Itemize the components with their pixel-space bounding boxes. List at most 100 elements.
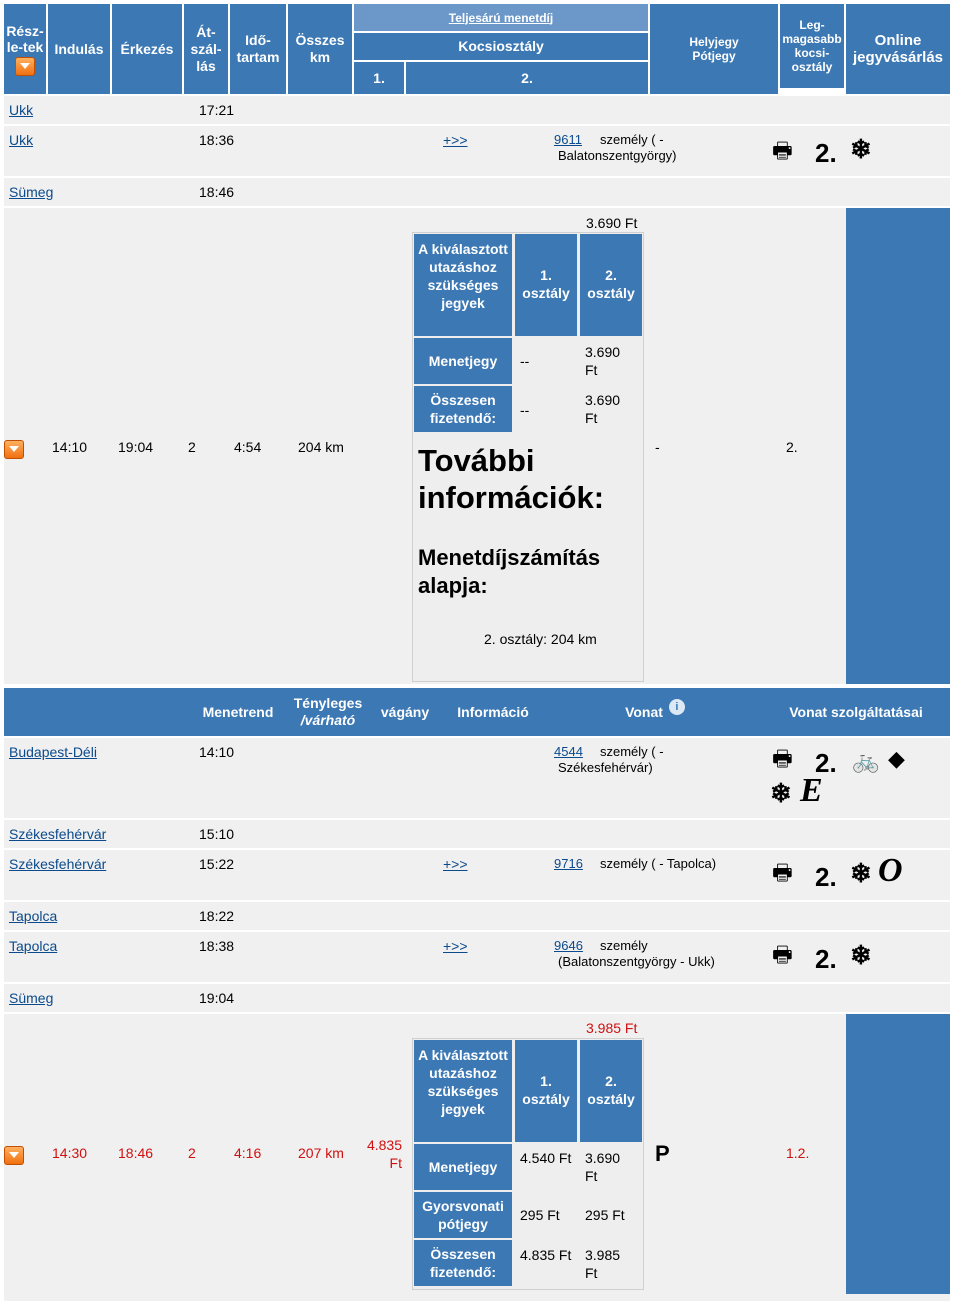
station-link[interactable]: Ukk xyxy=(9,102,34,118)
station-link[interactable]: Sümeg xyxy=(9,990,54,1006)
stop-time: 19:04 xyxy=(199,990,235,1006)
train-number-link[interactable]: 9611 xyxy=(554,132,582,147)
stop-time: 18:36 xyxy=(199,132,235,148)
stop-row: Sümeg 19:04 xyxy=(4,984,950,1012)
stop-row: Székesfehérvár 15:22 +>> 9716 személy ( … xyxy=(4,850,950,900)
bicycle-icon: 🚲 xyxy=(852,748,880,773)
train-desc: személy ( - xyxy=(600,744,664,759)
trip-transfers: 2 xyxy=(188,1145,196,1161)
snowflake-icon: ❄ xyxy=(770,778,792,808)
trip-arrival: 18:46 xyxy=(118,1145,154,1161)
total-class1: 4.835 Ft xyxy=(520,1247,572,1263)
second-class-icon: 2. xyxy=(815,944,837,974)
departure-header: Indulás xyxy=(48,4,110,94)
ticket-class1: 4.540 Ft xyxy=(520,1150,572,1166)
ticket-class2: 3.690 Ft xyxy=(585,1150,621,1184)
train-desc-2: (Balatonszentgyörgy - Ukk) xyxy=(558,954,715,969)
snowflake-icon: ❄ xyxy=(850,134,872,164)
full-fare-header[interactable]: Teljesárú menetdíj xyxy=(354,4,648,31)
actual-label: Tényleges xyxy=(293,695,363,711)
info-header: Információ xyxy=(438,688,548,736)
station-link[interactable]: Székesfehérvár xyxy=(9,826,107,842)
train-number-link[interactable]: 4544 xyxy=(554,744,583,759)
ticket-label: Menetjegy xyxy=(414,1144,512,1190)
highest-class: 2. xyxy=(786,439,798,455)
printer-icon: 🖶 xyxy=(772,138,793,163)
ticket-header: A kiválasztott utazáshoz szükséges jegye… xyxy=(414,1040,512,1142)
details-header-label: Rész-le-tek xyxy=(6,22,44,55)
details-header: Rész-le-tek xyxy=(4,4,46,94)
expand-icon[interactable] xyxy=(4,440,24,459)
more-link[interactable]: +>> xyxy=(443,938,468,954)
supplement-class1: 295 Ft xyxy=(520,1207,560,1223)
trip-arrival: 19:04 xyxy=(118,439,154,455)
printer-icon: 🖶 xyxy=(772,746,793,771)
trip-km: 207 km xyxy=(298,1145,344,1161)
train-desc: személy ( - xyxy=(600,132,664,147)
expand-icon[interactable] xyxy=(4,1146,24,1165)
stop-row: Sümeg 18:46 xyxy=(4,178,950,206)
trip-km: 204 km xyxy=(298,439,344,455)
platform-header: vágány xyxy=(374,688,436,736)
station-link[interactable]: Sümeg xyxy=(9,184,54,200)
train-header: Vonat i xyxy=(550,688,760,736)
ticket-class1: -- xyxy=(520,353,530,369)
stop-row: Ukk 18:36 +>> 9611 személy ( - Balatonsz… xyxy=(4,126,950,176)
station-link[interactable]: Tapolca xyxy=(9,908,58,924)
highest-class-header: Leg-magasabb kocsi-osztály xyxy=(780,4,844,88)
expand-all-icon[interactable] xyxy=(15,56,35,76)
class2-header: 2. xyxy=(406,62,648,94)
more-link[interactable]: +>> xyxy=(443,132,468,148)
stop-time: 18:22 xyxy=(199,908,235,924)
train-desc: személy ( - Tapolca) xyxy=(600,856,717,871)
station-link[interactable]: Tapolca xyxy=(9,938,58,954)
stop-time: 14:10 xyxy=(199,744,235,760)
fare-basis-value: 2. osztály: 204 km xyxy=(484,631,597,647)
seat-ticket-header: Helyjegy Pótjegy xyxy=(650,4,778,94)
second-class-icon: 2. xyxy=(815,748,837,778)
station-link[interactable]: Budapest-Déli xyxy=(9,744,97,760)
class2-column: 2. osztály xyxy=(580,234,642,336)
total-label: Összesen fizetendő: xyxy=(414,386,512,432)
trip-departure: 14:10 xyxy=(52,439,88,455)
online-purchase-cell[interactable] xyxy=(846,1014,950,1294)
highest-class: 1.2. xyxy=(786,1145,810,1161)
stop-row: Ukk 17:21 xyxy=(4,96,950,124)
e-icon: E xyxy=(800,772,823,809)
supplement-label: Gyorsvonati pótjegy xyxy=(414,1192,512,1238)
total-km-header: Összes km xyxy=(288,4,352,94)
stop-time: 18:38 xyxy=(199,938,235,954)
printer-icon: 🖶 xyxy=(772,942,793,967)
station-link[interactable]: Ukk xyxy=(9,132,34,148)
total-label: Összesen fizetendő: xyxy=(414,1240,512,1286)
train-number-link[interactable]: 9716 xyxy=(554,856,583,871)
station-link[interactable]: Székesfehérvár xyxy=(9,856,107,872)
supplement-class2: 295 Ft xyxy=(585,1207,625,1223)
o-icon: O xyxy=(878,852,903,889)
more-link[interactable]: +>> xyxy=(443,856,468,872)
stop-time: 17:21 xyxy=(199,102,235,118)
trip-duration: 4:16 xyxy=(234,1145,262,1161)
total-class1: -- xyxy=(520,402,530,418)
expected-label: /várható xyxy=(300,712,356,728)
train-header-label: Vonat xyxy=(625,703,663,720)
info-icon[interactable]: i xyxy=(668,699,685,715)
trip-departure: 14:30 xyxy=(52,1145,88,1161)
car-class-header: Kocsiosztály xyxy=(354,33,648,60)
snowflake-icon: ❄ xyxy=(850,858,872,888)
stop-row: Budapest-Déli 14:10 4544 személy ( - Szé… xyxy=(4,738,950,818)
trip-transfers: 2 xyxy=(188,439,196,455)
stop-row: Tapolca 18:38 +>> 9646 személy (Balatons… xyxy=(4,932,950,982)
ticket-label: Menetjegy xyxy=(414,338,512,384)
class2-column: 2. osztály xyxy=(580,1040,642,1142)
actual-header: Tényleges /várható xyxy=(284,688,372,736)
class1-column: 1. osztály xyxy=(515,234,577,336)
seat-ticket: P xyxy=(655,1141,670,1166)
trip-duration: 4:54 xyxy=(234,439,262,455)
train-number-link[interactable]: 9646 xyxy=(554,938,583,953)
seat-ticket: - xyxy=(655,439,660,455)
online-purchase-cell[interactable] xyxy=(846,208,950,684)
stop-time: 15:10 xyxy=(199,826,235,842)
second-class-icon: 2. xyxy=(815,862,837,892)
fare-basis-title: Menetdíjszámítás alapja: xyxy=(418,545,601,598)
